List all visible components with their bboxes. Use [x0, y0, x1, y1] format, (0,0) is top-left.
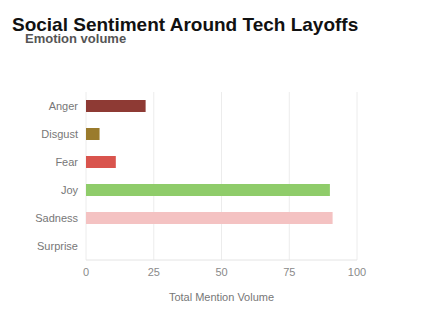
svg-text:Sadness: Sadness: [35, 212, 78, 224]
svg-text:0: 0: [83, 266, 89, 278]
svg-text:Total Mention Volume: Total Mention Volume: [169, 291, 274, 303]
html-text:Emotion volume: Emotion volume: [25, 31, 127, 46]
svg-text:Joy: Joy: [61, 184, 79, 196]
svg-text:Anger: Anger: [49, 100, 79, 112]
svg-text:100: 100: [348, 266, 366, 278]
html-text:Social Sentiment Around Tech L: Social Sentiment Around Tech Layoffs: [12, 14, 359, 35]
svg-text:75: 75: [283, 266, 295, 278]
svg-text:Surprise: Surprise: [37, 240, 78, 252]
svg-text:Fear: Fear: [55, 156, 78, 168]
svg-text:50: 50: [215, 266, 227, 278]
svg-text:Disgust: Disgust: [41, 128, 78, 140]
svg-text:25: 25: [148, 266, 160, 278]
